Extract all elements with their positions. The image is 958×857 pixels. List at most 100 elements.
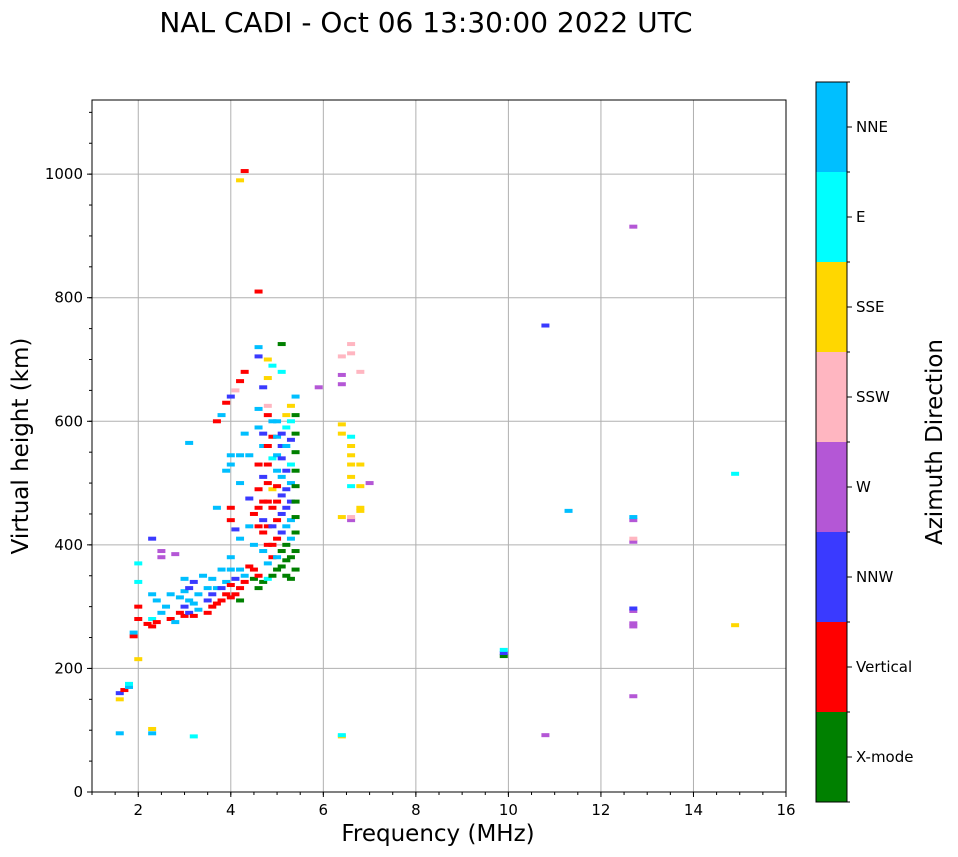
data-point [356, 505, 365, 510]
data-point [222, 592, 231, 597]
data-point [629, 539, 638, 544]
data-point [337, 382, 346, 387]
data-point [236, 536, 245, 541]
data-point [273, 499, 282, 504]
data-point [217, 413, 226, 418]
data-point [134, 604, 143, 609]
colorbar-segment [816, 712, 847, 802]
data-point [152, 620, 161, 625]
colorbar-tick-label: NNE [856, 118, 888, 136]
data-point [208, 592, 217, 597]
colorbar-tick-label: W [856, 478, 871, 496]
y-axis-label: Virtual height (km) [8, 338, 34, 555]
data-point [208, 576, 217, 581]
data-point [249, 567, 258, 572]
data-point [148, 536, 157, 541]
data-point [291, 484, 300, 489]
data-point [291, 413, 300, 418]
data-point [268, 555, 277, 560]
data-point [286, 536, 295, 541]
colorbar-segment [816, 442, 847, 532]
data-point [286, 481, 295, 486]
data-point [273, 419, 282, 424]
data-point [282, 505, 291, 510]
x-tick-label: 4 [226, 801, 236, 819]
data-point [125, 684, 134, 689]
data-point [120, 688, 129, 693]
data-point [236, 481, 245, 486]
data-point [273, 484, 282, 489]
x-tick-label: 16 [776, 801, 795, 819]
data-point [175, 610, 184, 615]
data-point [254, 524, 263, 529]
data-point [226, 394, 235, 399]
data-point [134, 657, 143, 662]
data-point [268, 456, 277, 461]
data-point [263, 403, 272, 408]
data-point [629, 608, 638, 613]
data-point [203, 598, 212, 603]
data-point [171, 620, 180, 625]
data-point [226, 453, 235, 458]
data-point [268, 524, 277, 529]
data-point [217, 598, 226, 603]
data-point [273, 555, 282, 560]
data-point [291, 515, 300, 520]
data-point [347, 453, 356, 458]
colorbar-tick-label: SSE [856, 298, 885, 316]
data-point [268, 363, 277, 368]
data-points [115, 169, 740, 739]
data-point [286, 419, 295, 424]
data-point [277, 530, 286, 535]
data-point [189, 579, 198, 584]
data-point [277, 456, 286, 461]
data-point [180, 604, 189, 609]
data-point [245, 524, 254, 529]
x-tick-label: 8 [411, 801, 421, 819]
grid [92, 100, 787, 793]
data-point [291, 530, 300, 535]
data-point [347, 484, 356, 489]
data-point [263, 542, 272, 547]
data-point [337, 733, 346, 738]
data-point [115, 691, 124, 696]
data-point [125, 681, 134, 686]
data-point [231, 527, 240, 532]
data-point [263, 524, 272, 529]
data-point [134, 617, 143, 621]
data-point [291, 499, 300, 504]
chart-title: NAL CADI - Oct 06 13:30:00 2022 UTC [159, 6, 692, 39]
data-point [259, 579, 268, 584]
data-point [282, 542, 291, 547]
data-point [148, 624, 157, 629]
data-point [212, 505, 221, 510]
data-point [277, 511, 286, 516]
data-point [259, 431, 268, 436]
data-point [152, 598, 161, 603]
data-point [226, 595, 235, 600]
data-point [356, 369, 365, 374]
data-point [277, 549, 286, 554]
data-point [314, 385, 323, 390]
data-point [347, 444, 356, 448]
data-point [259, 518, 268, 523]
x-axis: 2 4 6 8 10 12 14 16 [91, 792, 796, 819]
data-point [347, 515, 356, 520]
x-tick-label: 10 [499, 801, 518, 819]
data-point [226, 505, 235, 510]
data-point [180, 613, 189, 618]
colorbar-tick-label: Vertical [856, 658, 912, 676]
data-point [134, 561, 143, 566]
data-point [236, 586, 245, 591]
data-point [273, 536, 282, 541]
data-point [240, 579, 249, 584]
data-point [236, 567, 245, 572]
data-point [148, 592, 157, 597]
data-point [629, 518, 638, 523]
data-point [254, 586, 263, 591]
data-point [222, 400, 231, 405]
colorbar-tick-label: SSW [856, 388, 890, 406]
data-point [263, 413, 272, 418]
data-point [245, 564, 254, 569]
